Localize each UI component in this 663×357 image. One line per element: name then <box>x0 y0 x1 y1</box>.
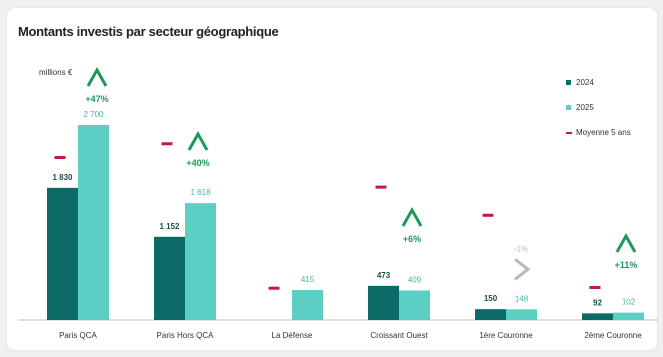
avg-5y-marker <box>268 286 280 290</box>
variation-label: -1% <box>514 244 528 253</box>
value-label-2025: 1 618 <box>190 188 211 197</box>
avg-5y-marker <box>161 142 173 146</box>
variation-label: +11% <box>615 260 638 270</box>
value-label-2025: 102 <box>622 298 636 307</box>
legend-swatch-2024 <box>566 80 571 85</box>
value-label-2025: 409 <box>408 275 422 284</box>
legend-label-2024: 2024 <box>576 78 594 87</box>
bar-2025 <box>185 203 216 320</box>
bar-2024 <box>368 285 399 320</box>
value-label-2024: 1 830 <box>52 173 73 182</box>
chart-card <box>7 8 657 350</box>
bar-2025 <box>292 290 323 320</box>
chart-title: Montants investis par secteur géographiq… <box>18 24 279 39</box>
legend-swatch-2025 <box>566 105 571 110</box>
category-label: Paris QCA <box>59 331 97 340</box>
bar-2024 <box>582 313 613 320</box>
value-label-2025: 148 <box>515 294 529 303</box>
value-label-2025: 2 700 <box>83 110 104 119</box>
category-label: Croissant Ouest <box>370 331 428 340</box>
value-label-2024: 473 <box>377 271 391 280</box>
legend-item-avg: Moyenne 5 ans <box>566 120 631 145</box>
variation-label: +40% <box>186 158 209 168</box>
variation-label: +47% <box>85 94 108 104</box>
value-label-2024: 1 152 <box>159 222 180 231</box>
avg-5y-marker <box>375 185 387 189</box>
bar-2025 <box>613 312 644 320</box>
category-label: La Défense <box>272 331 313 340</box>
legend-item-2025: 2025 <box>566 95 631 120</box>
bar-2024 <box>47 187 78 320</box>
legend-item-2024: 2024 <box>566 70 631 95</box>
arrow-right-icon <box>514 258 531 281</box>
value-label-2025: 415 <box>301 275 315 284</box>
value-label-2024: 150 <box>484 294 498 303</box>
legend-label-2025: 2025 <box>576 103 594 112</box>
variation-label: +6% <box>403 234 421 244</box>
value-label-2024: 92 <box>593 298 602 307</box>
arrow-up-icon <box>187 130 209 151</box>
avg-5y-marker <box>589 286 601 289</box>
category-label: 2ème Couronne <box>584 331 642 340</box>
bar-2024 <box>475 309 506 320</box>
category-label: Paris Hors QCA <box>157 331 215 340</box>
avg-5y-marker <box>54 156 66 159</box>
avg-5y-marker <box>482 213 494 217</box>
chart-legend: 2024 2025 Moyenne 5 ans <box>566 70 631 145</box>
bar-2025 <box>78 125 109 320</box>
unit-label: millions € <box>39 68 73 77</box>
arrow-up-icon <box>401 206 423 227</box>
bar-2025 <box>399 290 430 320</box>
arrow-up-icon <box>86 66 108 87</box>
legend-dash-avg <box>566 131 572 134</box>
bar-2025 <box>506 309 537 320</box>
category-label: 1ère Couronne <box>479 331 533 340</box>
legend-label-avg: Moyenne 5 ans <box>576 128 631 137</box>
arrow-up-icon <box>615 232 637 253</box>
bar-2024 <box>154 236 185 320</box>
